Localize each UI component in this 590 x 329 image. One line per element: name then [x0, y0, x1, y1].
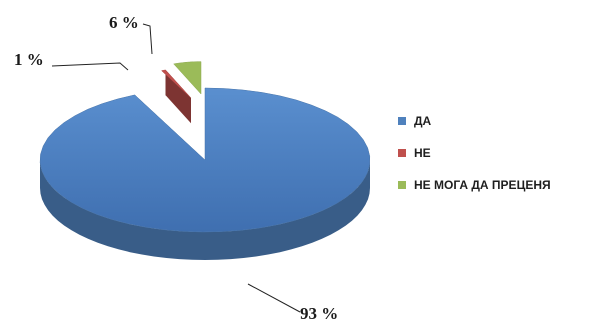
pie-slice-ne [160, 69, 192, 124]
legend-label-da: ДА [414, 114, 432, 128]
data-label-da: 93 % [300, 304, 338, 323]
slices-layer [39, 61, 371, 260]
pie-slice-ne-side [165, 69, 191, 124]
pie-slice-ne-top [160, 69, 192, 99]
legend-item-da: ДА [398, 114, 551, 128]
leader-line-da [247, 283, 301, 313]
legend: ДА НЕ НЕ МОГА ДА ПРЕЦЕНЯ [398, 114, 551, 210]
pie-slice-da-side [40, 160, 370, 260]
pie-slice-da [39, 87, 371, 260]
legend-swatch-ne [398, 149, 406, 157]
data-labels: 93 % 1 % 6 % [14, 13, 338, 323]
pie-slice-da-top [39, 87, 371, 233]
legend-label-ne: НЕ [414, 146, 431, 160]
pie-slice-ne-moga [173, 61, 202, 95]
leader-lines [51, 23, 301, 313]
legend-swatch-ne-moga [398, 181, 406, 189]
legend-label-ne-moga: НЕ МОГА ДА ПРЕЦЕНЯ [414, 178, 551, 192]
legend-item-ne-moga: НЕ МОГА ДА ПРЕЦЕНЯ [398, 178, 551, 192]
leader-line-ne [51, 62, 129, 71]
data-label-ne-moga: 6 % [109, 13, 139, 32]
legend-swatch-da [398, 117, 406, 125]
pie-slice-ne-moga-top [173, 61, 202, 95]
data-label-ne: 1 % [14, 50, 44, 69]
leader-line-ne-moga [142, 23, 153, 55]
legend-item-ne: НЕ [398, 146, 551, 160]
